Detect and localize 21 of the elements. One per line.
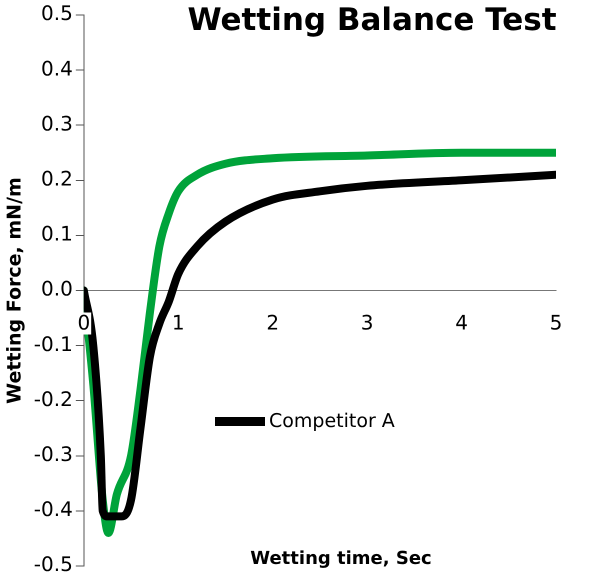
y-tick-label: 0.2 [41,166,73,191]
x-tick-label: 0 [77,310,90,335]
x-tick-label: 1 [172,310,185,335]
x-axis-title: Wetting time, Sec [249,548,433,569]
y-tick-label: -0.5 [34,552,73,576]
y-tick-label: 0.0 [41,276,73,301]
y-tick-label: 0.4 [41,56,73,80]
y-tick-label: -0.4 [34,497,73,522]
x-tick-label: 5 [550,310,562,335]
y-tick-label: -0.2 [34,386,73,411]
y-tick-label: 0.3 [41,111,73,136]
y-tick-label: 0.5 [41,1,73,26]
chart-title: Wetting Balance Test [186,2,558,38]
y-tick-label: -0.3 [34,442,73,466]
y-tick-label: 0.1 [41,222,73,246]
legend-label: Competitor A [269,410,395,432]
x-tick-label: 2 [266,310,280,335]
y-axis-title: Wetting Force, mN/m [3,177,26,404]
x-tick-label: 3 [360,310,374,335]
y-tick-label: -0.1 [34,332,73,356]
x-tick-label: 4 [455,310,468,335]
